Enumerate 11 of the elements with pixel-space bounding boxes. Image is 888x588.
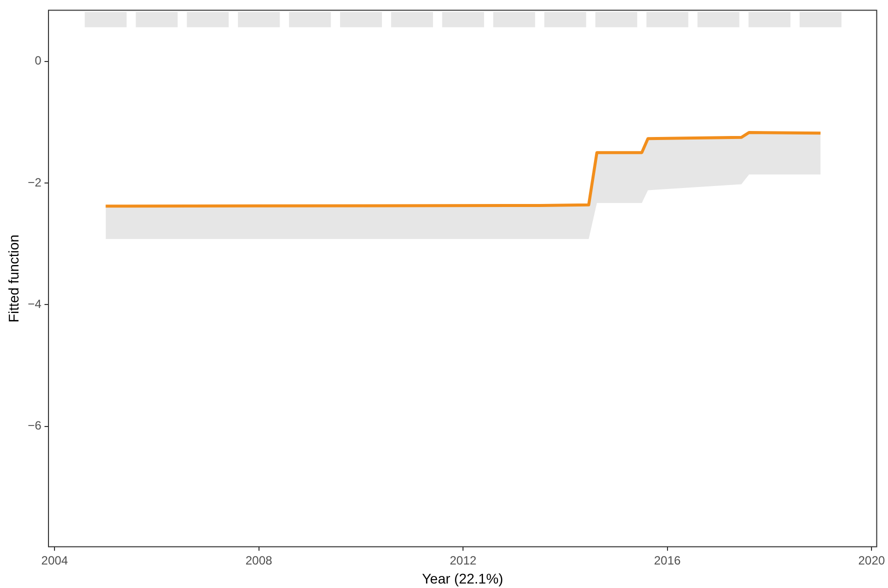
x-tick-label: 2020 [858,553,886,568]
y-tick-label: −4 [28,296,42,311]
x-tick-label: 2012 [450,553,477,568]
x-tick-label: 2004 [41,553,68,568]
y-tick-label: −2 [28,175,42,190]
x-axis-title: Year (22.1%) [422,570,504,586]
y-axis-title: Fitted function [5,234,22,322]
y-tick-label: 0 [34,54,42,68]
x-tick-label: 2008 [246,553,273,568]
y-tick-label: −6 [28,418,42,433]
x-tick-label: 2016 [654,553,682,568]
